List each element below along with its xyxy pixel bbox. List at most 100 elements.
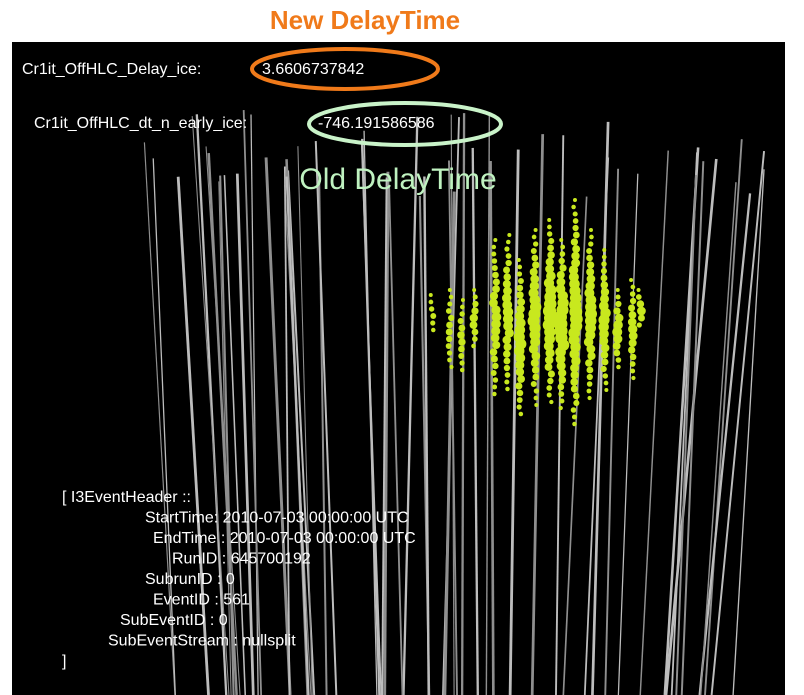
hit — [630, 361, 636, 367]
hit — [491, 251, 496, 256]
hit — [517, 285, 524, 292]
hit — [534, 403, 538, 407]
hit — [532, 366, 539, 373]
hit — [505, 387, 510, 392]
hit — [430, 320, 435, 325]
hit — [518, 278, 524, 284]
hit — [587, 381, 593, 387]
hit — [449, 365, 453, 369]
hit — [429, 293, 433, 297]
hit — [615, 301, 621, 307]
hit — [547, 378, 553, 384]
header-line: StartTime: 2010-07-03 00:00:00 UTC — [145, 510, 409, 527]
hit — [628, 346, 635, 353]
hit — [573, 232, 580, 239]
hit — [559, 398, 564, 403]
hit — [470, 321, 478, 329]
hit — [549, 400, 553, 404]
hit — [630, 291, 636, 297]
hit — [571, 407, 577, 413]
hit — [558, 384, 565, 391]
hit — [601, 366, 607, 372]
hit — [446, 322, 453, 329]
hit — [571, 205, 576, 210]
hit — [571, 385, 578, 392]
hit — [532, 235, 537, 240]
hit — [507, 233, 511, 237]
hit — [588, 241, 593, 246]
header-line: SubEventStream : nullsplit — [108, 633, 296, 650]
hit — [629, 339, 637, 347]
hit — [506, 240, 511, 245]
hit — [547, 231, 552, 236]
hit — [517, 404, 522, 409]
hit — [458, 325, 465, 332]
hit — [492, 272, 499, 279]
hit — [559, 238, 563, 242]
hit — [615, 294, 620, 299]
hit — [431, 328, 436, 333]
hit — [547, 251, 555, 259]
hit — [503, 350, 510, 357]
hit — [472, 301, 478, 307]
hit — [601, 344, 609, 352]
hit — [587, 352, 595, 360]
hit — [447, 350, 452, 355]
hit — [505, 372, 511, 378]
hit — [458, 318, 464, 324]
hit — [558, 391, 564, 397]
hit — [460, 305, 465, 310]
hit — [461, 298, 465, 302]
hit — [560, 245, 565, 250]
hit — [517, 390, 524, 397]
hit — [532, 261, 539, 268]
hit — [587, 396, 591, 400]
hit — [516, 368, 525, 377]
hit — [429, 300, 434, 305]
hit — [613, 307, 620, 314]
hit — [629, 278, 633, 282]
hit — [471, 307, 478, 314]
hit — [531, 248, 537, 254]
header-line: SubrunID : 0 — [145, 571, 235, 588]
hit — [517, 271, 522, 276]
hit — [532, 374, 539, 381]
hit — [637, 288, 641, 292]
hit — [457, 331, 465, 339]
hit — [515, 382, 522, 389]
hit — [573, 218, 579, 224]
hit — [473, 294, 478, 299]
dt-early-value: -746.191586586 — [318, 115, 435, 132]
hit — [504, 379, 509, 384]
hit — [602, 248, 606, 252]
hit — [492, 285, 500, 293]
hit — [545, 363, 553, 371]
hit — [631, 376, 635, 380]
hit — [573, 400, 579, 406]
event-display-slide: New DelayTime Cr1it_OffHLC_Delay_ice: 3.… — [0, 0, 804, 695]
hit — [492, 341, 500, 349]
hit — [533, 241, 538, 246]
hit — [585, 359, 593, 367]
hit — [630, 298, 636, 304]
hit — [492, 258, 498, 264]
hit — [613, 342, 621, 350]
hit — [506, 253, 512, 259]
hit — [504, 343, 512, 351]
hit — [638, 315, 645, 322]
hit — [572, 414, 577, 419]
hit — [449, 295, 454, 300]
hit — [458, 346, 465, 353]
delay-ice-key: Cr1it_OffHLC_Delay_ice: — [22, 61, 201, 78]
hit — [547, 245, 554, 252]
hit — [490, 348, 498, 356]
hit — [491, 334, 500, 343]
hit — [630, 354, 637, 361]
hit — [503, 358, 510, 365]
hit — [614, 350, 621, 357]
hit — [630, 369, 635, 374]
hit — [534, 396, 539, 401]
hit — [603, 373, 608, 378]
hit — [604, 388, 608, 392]
hit — [586, 367, 593, 374]
